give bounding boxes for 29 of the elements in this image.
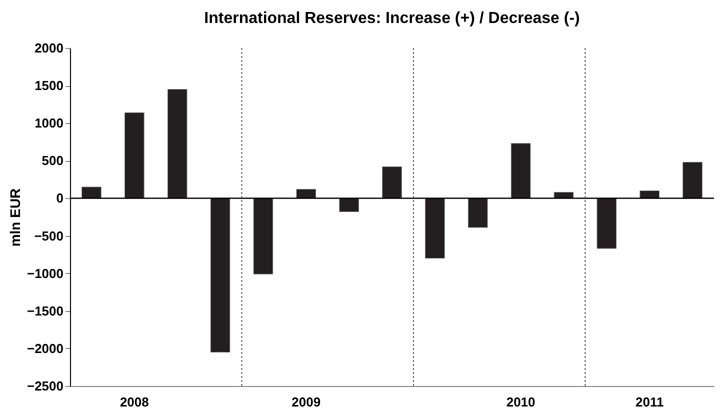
bar	[468, 198, 488, 228]
y-tick-label: 2000	[34, 40, 64, 56]
bar	[382, 166, 402, 198]
bar	[210, 198, 230, 352]
y-tick-label: 1000	[34, 116, 64, 131]
bar	[425, 198, 445, 259]
y-tick-label: −2500	[26, 378, 64, 394]
bar	[82, 186, 102, 198]
x-tick-label: 2008	[120, 394, 149, 410]
y-tick-label: −500	[34, 228, 64, 244]
bar	[296, 188, 316, 198]
y-tick-label: 0	[56, 190, 64, 206]
y-tick-label: −2000	[26, 340, 64, 356]
y-tick-label: −1500	[26, 303, 64, 318]
y-tick-label: 500	[42, 153, 64, 168]
bar	[167, 89, 188, 198]
x-tick-label: 2011	[636, 394, 664, 410]
bar	[124, 112, 144, 198]
bar	[339, 198, 359, 212]
bar	[596, 198, 617, 249]
x-tick-label: 2010	[506, 394, 536, 410]
chart-title: International Reserves: Increase (+) / Decrease (-)	[204, 10, 580, 27]
bar	[253, 198, 274, 274]
bar	[682, 162, 702, 198]
y-tick-label: 1500	[34, 78, 64, 94]
y-tick-label: −1000	[26, 266, 64, 281]
x-tick-label: 2009	[292, 394, 321, 410]
bar	[510, 143, 531, 198]
y-axis-title: mln EUR	[6, 188, 23, 247]
